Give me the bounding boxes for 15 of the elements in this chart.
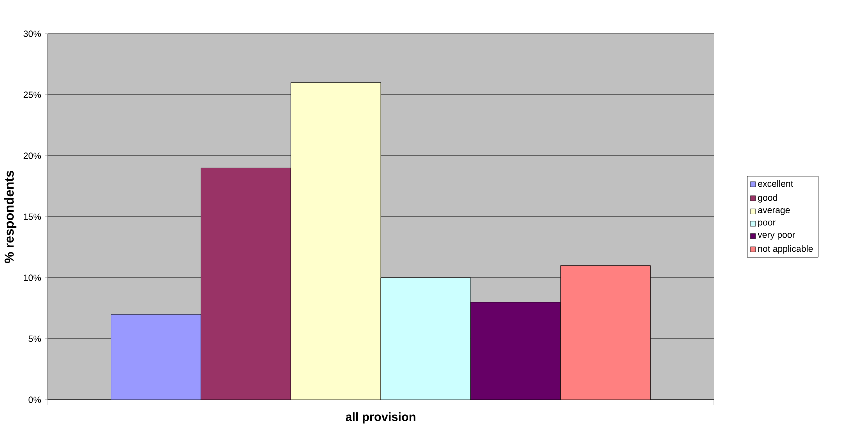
x-tick-label: all provision	[346, 412, 416, 424]
y-tick-label: 5%	[28, 336, 42, 342]
y-tick-label: 15%	[24, 214, 42, 220]
y-tick-label: 0%	[28, 396, 42, 404]
y-axis-title: % respondents	[4, 170, 17, 264]
legend-label: average	[758, 208, 790, 216]
legend-label: not applicable	[758, 246, 814, 254]
y-tick-label: 10%	[24, 274, 42, 282]
legend-label: very poor	[758, 233, 796, 240]
legend-label: good	[758, 194, 778, 203]
legend-label: poor	[758, 220, 776, 228]
y-tick-label: 20%	[24, 152, 42, 160]
y-tick-label: 30%	[24, 30, 42, 38]
y-tick-label: 25%	[24, 92, 42, 98]
legend-label: excellent	[758, 180, 794, 188]
